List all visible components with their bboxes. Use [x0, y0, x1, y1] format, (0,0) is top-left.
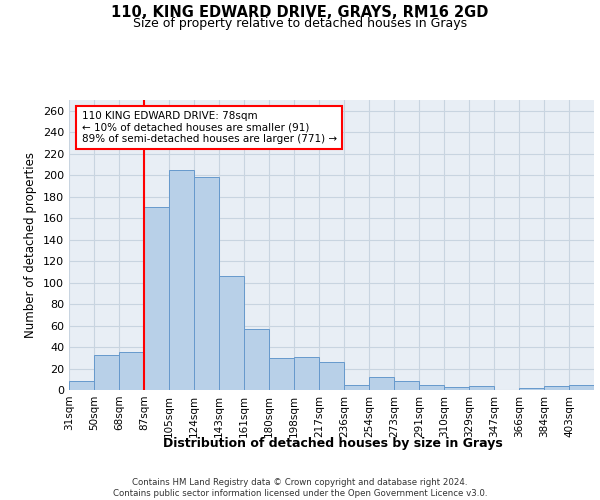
Bar: [369, 377, 394, 390]
Bar: [444, 387, 469, 390]
Bar: [244, 329, 269, 390]
Bar: [569, 384, 594, 390]
Text: Distribution of detached houses by size in Grays: Distribution of detached houses by size …: [163, 438, 503, 450]
Text: Size of property relative to detached houses in Grays: Size of property relative to detached ho…: [133, 18, 467, 30]
Y-axis label: Number of detached properties: Number of detached properties: [25, 152, 37, 338]
Bar: [419, 384, 444, 390]
Bar: [544, 386, 569, 390]
Bar: [169, 170, 194, 390]
Bar: [219, 276, 244, 390]
Bar: [344, 384, 369, 390]
Bar: [319, 362, 344, 390]
Text: 110 KING EDWARD DRIVE: 78sqm
← 10% of detached houses are smaller (91)
89% of se: 110 KING EDWARD DRIVE: 78sqm ← 10% of de…: [82, 110, 337, 144]
Bar: [469, 386, 494, 390]
Bar: [144, 208, 169, 390]
Bar: [394, 382, 419, 390]
Bar: [69, 382, 94, 390]
Bar: [269, 358, 294, 390]
Bar: [294, 356, 319, 390]
Bar: [194, 178, 219, 390]
Bar: [119, 352, 144, 390]
Bar: [519, 388, 544, 390]
Bar: [94, 354, 119, 390]
Text: Contains HM Land Registry data © Crown copyright and database right 2024.
Contai: Contains HM Land Registry data © Crown c…: [113, 478, 487, 498]
Text: 110, KING EDWARD DRIVE, GRAYS, RM16 2GD: 110, KING EDWARD DRIVE, GRAYS, RM16 2GD: [112, 5, 488, 20]
